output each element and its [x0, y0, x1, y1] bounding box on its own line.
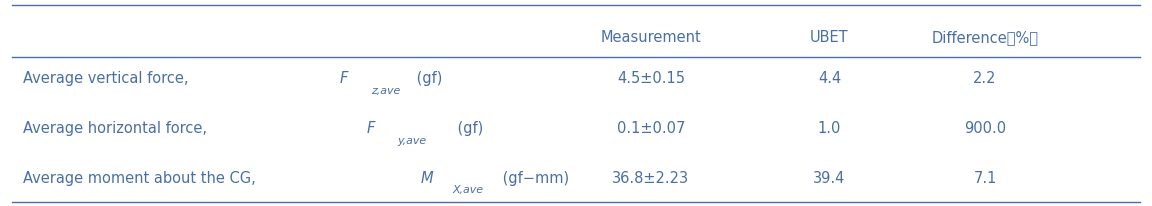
Text: (gf): (gf) [439, 120, 483, 135]
Text: UBET: UBET [810, 30, 849, 44]
Text: X,ave: X,ave [453, 185, 484, 194]
Text: 4.4: 4.4 [818, 71, 841, 86]
Text: Difference（%）: Difference（%） [932, 30, 1038, 44]
Text: 36.8±2.23: 36.8±2.23 [613, 170, 689, 185]
Text: 7.1: 7.1 [973, 170, 996, 185]
Text: 900.0: 900.0 [964, 120, 1006, 135]
Text: y,ave: y,ave [397, 135, 426, 145]
Text: 39.4: 39.4 [813, 170, 846, 185]
Text: F: F [366, 120, 374, 135]
Text: z,ave: z,ave [371, 86, 400, 96]
Text: (gf−mm): (gf−mm) [498, 170, 569, 185]
Text: Measurement: Measurement [600, 30, 702, 44]
Text: 1.0: 1.0 [818, 120, 841, 135]
Text: (gf): (gf) [412, 71, 442, 86]
Text: Average moment about the CG,: Average moment about the CG, [23, 170, 260, 185]
Text: 0.1±0.07: 0.1±0.07 [616, 120, 685, 135]
Text: Average vertical force,: Average vertical force, [23, 71, 194, 86]
Text: M: M [420, 170, 433, 185]
Text: 4.5±0.15: 4.5±0.15 [616, 71, 685, 86]
Text: F: F [340, 71, 348, 86]
Text: Average horizontal force,: Average horizontal force, [23, 120, 212, 135]
Text: 2.2: 2.2 [973, 71, 996, 86]
